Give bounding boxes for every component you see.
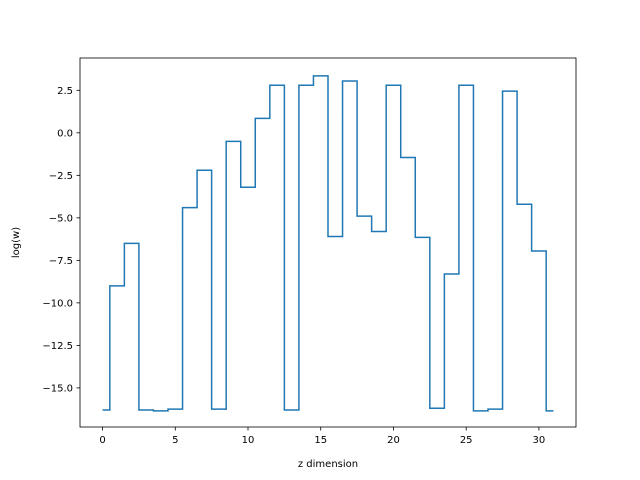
y-tick-label: −12.5: [42, 341, 73, 352]
x-tick-label: 5: [172, 435, 178, 446]
x-tick-label: 25: [460, 435, 473, 446]
x-tick-label: 0: [99, 435, 105, 446]
x-tick-label: 10: [242, 435, 255, 446]
x-tick-label: 15: [314, 435, 327, 446]
y-tick-label: −10.0: [42, 298, 73, 309]
y-axis-ticks: 2.5 0.0 −2.5 −5.0 −7.5 −10.0 −12.5 −15.0: [42, 86, 80, 394]
y-tick-label: −15.0: [42, 383, 73, 394]
y-tick-label: 0.0: [57, 128, 73, 139]
y-tick-label: −7.5: [49, 256, 73, 267]
series-layer: [102, 75, 554, 412]
x-axis-ticks: 0 5 10 15 20 25 30: [99, 427, 545, 446]
y-axis-label: log(w): [11, 227, 22, 258]
y-tick-label: 2.5: [57, 86, 73, 97]
x-tick-label: 20: [387, 435, 400, 446]
x-tick-label: 30: [533, 435, 546, 446]
y-tick-label: −2.5: [49, 171, 73, 182]
x-axis-label: z dimension: [298, 459, 358, 470]
plot-frame: [79, 57, 577, 428]
series-line: [102, 75, 554, 412]
y-tick-label: −5.0: [49, 213, 73, 224]
